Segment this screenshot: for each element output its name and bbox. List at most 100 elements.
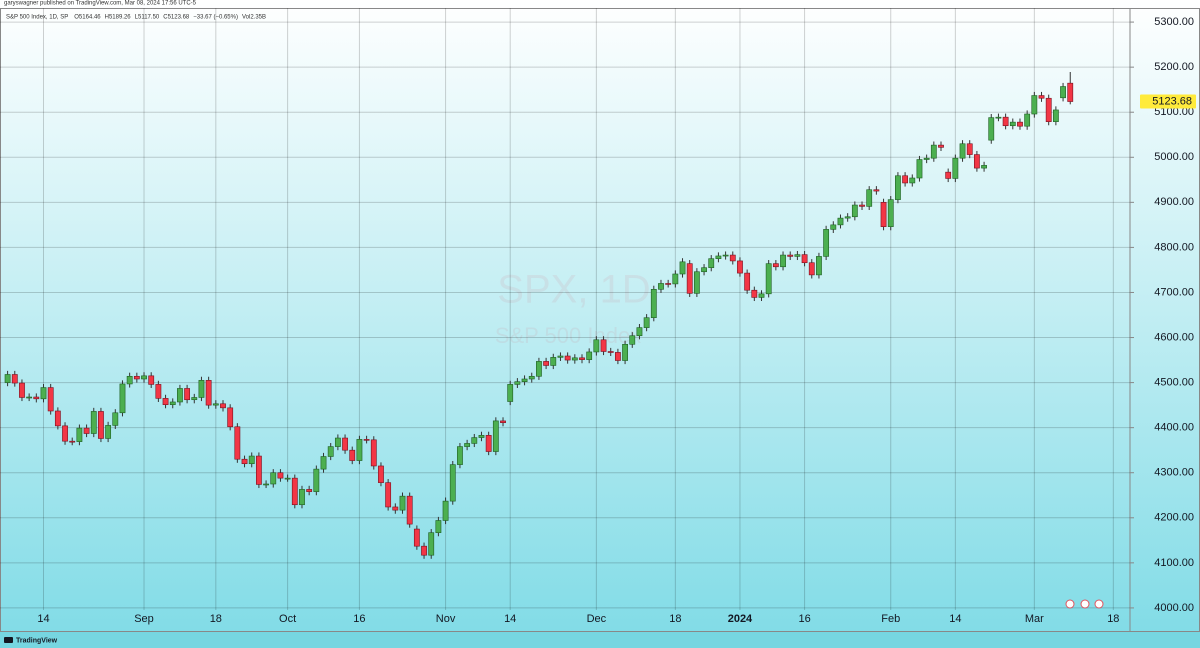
candle-body bbox=[966, 143, 973, 155]
y-tick-label: 5300.00 bbox=[1154, 16, 1194, 28]
y-tick-label: 4500.00 bbox=[1154, 377, 1194, 389]
candle-body bbox=[816, 256, 822, 276]
candle-body bbox=[693, 271, 700, 294]
candle-body bbox=[69, 440, 76, 443]
watermark: SPX, 1D S&P 500 Index bbox=[495, 268, 651, 348]
candle-body bbox=[543, 361, 549, 366]
candle-body bbox=[205, 380, 212, 406]
candle-body bbox=[90, 411, 97, 434]
x-tick-label: 14 bbox=[949, 613, 961, 625]
candle-body bbox=[528, 375, 535, 380]
ohlc-item: L5117.50 bbox=[135, 15, 160, 21]
candle-body bbox=[837, 217, 844, 226]
candle-body bbox=[1067, 82, 1074, 102]
candle-body bbox=[255, 455, 262, 485]
candle-body bbox=[378, 465, 384, 483]
candle-body bbox=[880, 202, 887, 227]
x-tick-label: 16 bbox=[798, 613, 810, 625]
x-tick-label: 2024 bbox=[728, 613, 753, 625]
candle-body bbox=[291, 477, 298, 506]
candle-body bbox=[471, 437, 478, 444]
ohlc-item: Vol2.35B bbox=[242, 15, 266, 21]
candle-body bbox=[4, 374, 11, 383]
brand: TradingView bbox=[4, 637, 58, 644]
candle-body bbox=[744, 272, 751, 291]
ohlc-item: O5164.46 bbox=[74, 15, 101, 21]
candle-body bbox=[464, 443, 471, 447]
grid: 4000.00 4100.00 4200.00 4300.00 4400.00 4500.… bbox=[0, 8, 1196, 625]
y-tick-label: 5100.00 bbox=[1154, 106, 1194, 118]
last-price-box bbox=[1140, 94, 1196, 109]
candle-body bbox=[313, 468, 320, 492]
candle-body bbox=[643, 317, 650, 328]
symbol: S&P 500 Index, 1D, SP bbox=[6, 15, 68, 21]
candle-body bbox=[421, 545, 427, 556]
candle-body bbox=[1009, 121, 1016, 127]
candle-body bbox=[801, 254, 808, 264]
candle-body bbox=[787, 254, 794, 257]
event-marker[interactable] bbox=[1065, 599, 1075, 609]
x-tick-label: 16 bbox=[353, 613, 365, 625]
candle-body bbox=[162, 398, 169, 405]
x-tick-label: Nov bbox=[436, 613, 456, 625]
brand-name: TradingView bbox=[16, 637, 58, 644]
watermark-symbol: SPX, 1D bbox=[497, 268, 650, 312]
candle-body bbox=[119, 383, 126, 414]
candle-body bbox=[622, 343, 628, 361]
candle-body bbox=[327, 446, 334, 457]
y-tick-label: 5000.00 bbox=[1154, 151, 1194, 163]
y-tick-label: 4800.00 bbox=[1154, 241, 1194, 253]
candle-body bbox=[557, 355, 564, 358]
candle-body bbox=[729, 254, 736, 262]
candle-body bbox=[270, 472, 277, 485]
candle-body bbox=[277, 472, 284, 479]
candle-body bbox=[945, 171, 952, 179]
candle-body bbox=[457, 446, 463, 465]
candle-body bbox=[981, 165, 987, 169]
candle-body bbox=[722, 254, 729, 257]
candle-body bbox=[399, 495, 406, 511]
candle-body bbox=[320, 456, 327, 470]
candle-body bbox=[126, 375, 133, 385]
candle-body bbox=[356, 439, 363, 461]
candle-body bbox=[212, 403, 219, 406]
x-tick-label: 18 bbox=[210, 613, 222, 625]
candle-body bbox=[701, 267, 707, 273]
x-tick-label: Mar bbox=[1025, 613, 1044, 625]
watermark-name: S&P 500 Index bbox=[495, 323, 641, 348]
candle-body bbox=[758, 293, 765, 298]
candle-body bbox=[686, 263, 693, 294]
candle-body bbox=[177, 388, 183, 403]
event-marker[interactable] bbox=[1094, 599, 1104, 609]
candle-body bbox=[334, 437, 341, 447]
candle-body bbox=[887, 199, 894, 227]
y-tick-label: 4000.00 bbox=[1154, 602, 1194, 614]
candle-body bbox=[428, 532, 435, 556]
candle-body bbox=[406, 495, 413, 525]
candle-body bbox=[263, 483, 269, 486]
candle-body bbox=[19, 382, 25, 398]
candle-body bbox=[306, 489, 313, 492]
event-marker[interactable] bbox=[1080, 599, 1090, 609]
candle-body bbox=[184, 388, 190, 401]
candle-body bbox=[751, 289, 758, 298]
candle-body bbox=[155, 384, 162, 399]
candle-body bbox=[844, 216, 851, 219]
ohlc-item: −33.67 (−0.65%) bbox=[193, 15, 238, 21]
candle-body bbox=[521, 378, 528, 382]
y-tick-label: 4600.00 bbox=[1154, 331, 1194, 343]
candles bbox=[4, 71, 1074, 559]
candle-body bbox=[40, 387, 47, 400]
candle-body bbox=[385, 482, 392, 508]
candle-body bbox=[930, 144, 937, 159]
candle-body bbox=[47, 387, 54, 412]
candle-body bbox=[1060, 86, 1066, 99]
y-tick-label: 4400.00 bbox=[1154, 422, 1194, 434]
candle-body bbox=[241, 458, 248, 465]
candle-body bbox=[83, 427, 90, 434]
candle-body bbox=[1052, 109, 1059, 122]
candle-body bbox=[227, 407, 234, 428]
candle-body bbox=[1024, 113, 1031, 127]
